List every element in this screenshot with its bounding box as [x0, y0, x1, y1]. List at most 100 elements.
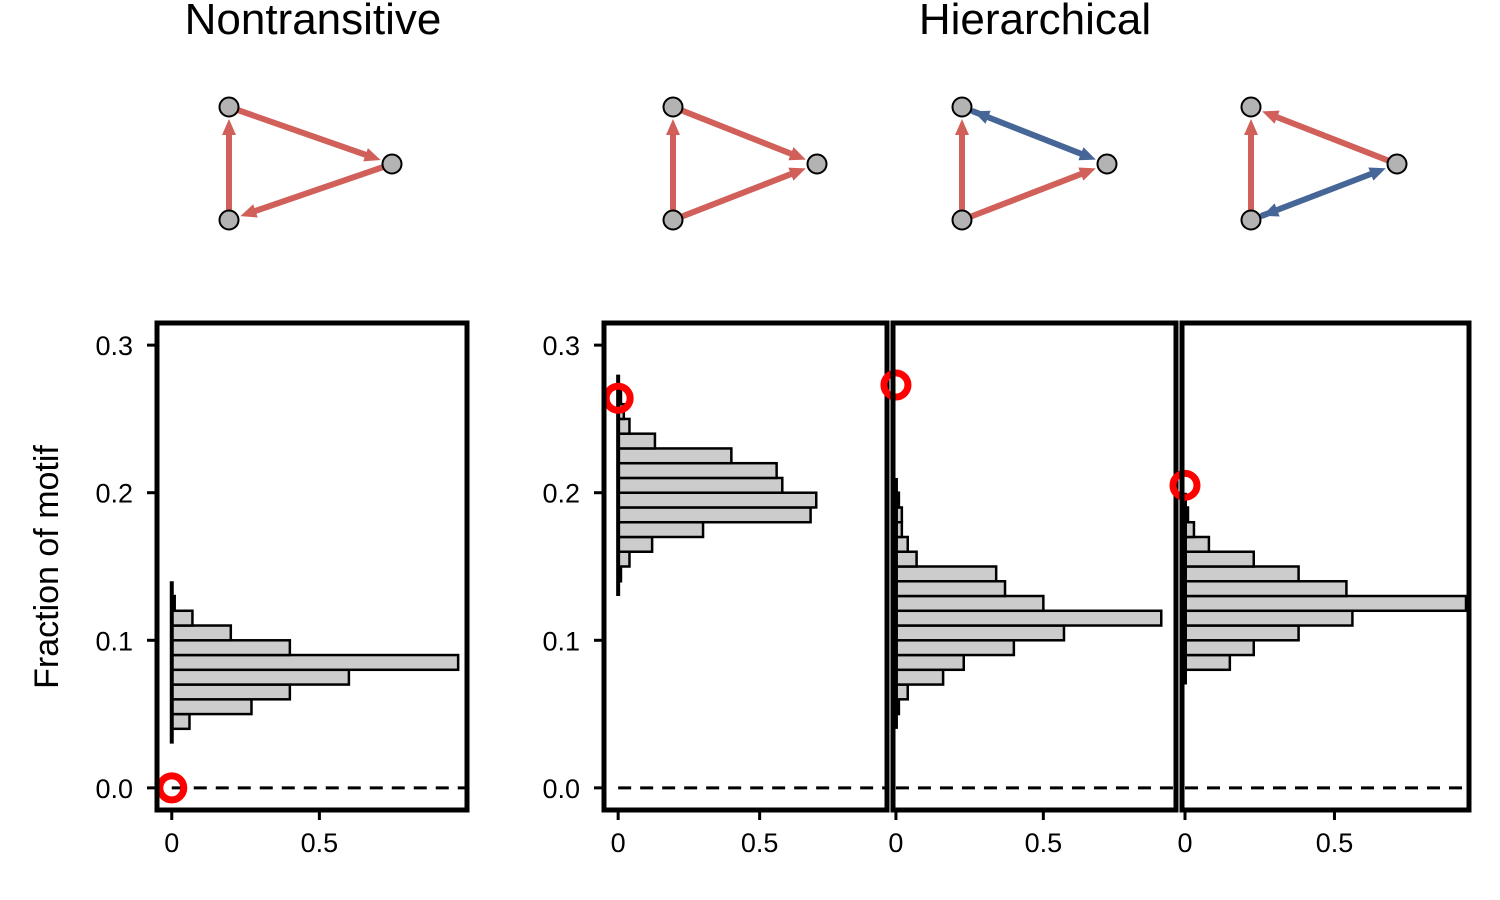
observed-marker [880, 369, 912, 401]
arrowhead [973, 110, 991, 124]
arrowhead [1078, 167, 1096, 181]
motif-diagrams [218, 96, 1408, 231]
panel-frame [601, 320, 890, 813]
motif-node [951, 209, 973, 231]
histogram-bar [894, 624, 1066, 642]
histogram-bar [1183, 580, 1348, 598]
arrowhead [222, 119, 236, 135]
histogram-bar [616, 447, 733, 465]
title-nontransitive: Nontransitive [185, 0, 442, 44]
histogram-bar [616, 506, 812, 524]
panel-frame [1179, 320, 1472, 813]
histogram-panel-2: 0 0.5 0.0 0.1 0.2 0.3 [542, 320, 890, 858]
histogram-bar [894, 609, 1163, 627]
histogram-bar [1183, 624, 1300, 642]
y-tick-label: 0.3 [95, 331, 133, 361]
y-tick-label: 0.1 [542, 626, 580, 656]
y-tick-label: 0.0 [542, 774, 580, 804]
motif-edge [222, 119, 236, 215]
histogram-panel-4: 0 0.5 [1169, 320, 1472, 858]
histogram-bar [170, 609, 194, 627]
histogram-bar [894, 668, 945, 686]
y-tick-label: 0.2 [95, 479, 133, 509]
arrowhead [363, 148, 381, 162]
histogram-bar [170, 668, 351, 686]
arrowhead [955, 119, 969, 135]
y-axis-label: Fraction of motif [28, 445, 66, 689]
histogram-bar [1183, 639, 1256, 657]
motif-edge [1262, 110, 1393, 165]
motif-edge [1259, 167, 1386, 219]
motif-node [1240, 96, 1262, 118]
histogram-bar [170, 624, 233, 642]
edge-line [233, 106, 375, 160]
motif-node [1386, 153, 1408, 175]
motif-edge [970, 108, 1096, 161]
edge-line [246, 163, 388, 216]
histogram-panel-1: 0 0.5 0.0 0.1 0.2 0.3 [95, 320, 470, 858]
motif-node [381, 153, 403, 175]
observed-marker [1169, 469, 1201, 501]
motif-edge [240, 163, 388, 218]
edge-line [677, 168, 800, 221]
motif-hierarchical-1 [662, 96, 828, 231]
arrowhead [1262, 110, 1280, 124]
edge-line [1268, 112, 1393, 165]
histogram-bar [1183, 550, 1256, 568]
motif-node [951, 96, 973, 118]
histogram-bar [616, 491, 818, 509]
motif-node [218, 96, 240, 118]
histogram-bar [170, 698, 253, 716]
histogram-bar [894, 653, 966, 672]
x-tick-label: 0.5 [1025, 828, 1063, 858]
arrowhead [666, 119, 680, 135]
motif-edge [677, 167, 806, 221]
motif-node [218, 209, 240, 231]
motif-edge [677, 106, 806, 161]
histogram-bar [894, 639, 1016, 657]
histogram-bar [616, 535, 654, 553]
histogram-bar [616, 432, 657, 450]
histogram-bar [170, 683, 292, 701]
arrowhead [1262, 203, 1280, 217]
motif-node [662, 209, 684, 231]
motif-node [1240, 209, 1262, 231]
motif-edge [666, 119, 680, 215]
histogram-bar [1183, 535, 1211, 553]
motif-node [806, 153, 828, 175]
motif-nontransitive-cycle [218, 96, 403, 231]
x-tick-label: 0 [1177, 828, 1192, 858]
x-tick-label: 0.5 [301, 828, 339, 858]
histogram-bar [894, 594, 1045, 613]
y-tick-label: 0.1 [95, 626, 133, 656]
x-tick-label: 0 [888, 828, 903, 858]
motif-hierarchical-3 [1240, 96, 1408, 231]
edge-line [966, 168, 1090, 221]
motif-edge [1244, 119, 1258, 215]
motif-hierarchical-2 [951, 96, 1118, 231]
motif-edge [955, 119, 969, 215]
observed-marker [156, 772, 188, 804]
histogram-bar [1183, 653, 1232, 672]
motif-node [662, 96, 684, 118]
motif-edge [966, 167, 1096, 221]
motif-node [1096, 153, 1118, 175]
histogram-bar [1183, 565, 1300, 583]
edge-line [1259, 168, 1380, 219]
y-tick-label: 0.0 [95, 774, 133, 804]
histogram-bar [170, 639, 292, 657]
histogram-bar [1183, 609, 1354, 627]
histogram-bar [616, 476, 784, 494]
histogram-bar [894, 550, 918, 568]
arrowhead [240, 204, 258, 218]
histogram-panels: 0 0.50.00.10.20.30 0.50.00.10.20.30 0.5 0 0.5 [95, 320, 1472, 858]
arrowhead [788, 147, 806, 161]
histogram-bar [1183, 594, 1468, 613]
x-tick-label: 0 [611, 828, 626, 858]
y-tick-label: 0.2 [542, 479, 580, 509]
edge-line [677, 106, 800, 159]
arrowhead [1078, 147, 1096, 161]
panel-frame [890, 320, 1179, 813]
histogram-bar [894, 580, 1007, 598]
